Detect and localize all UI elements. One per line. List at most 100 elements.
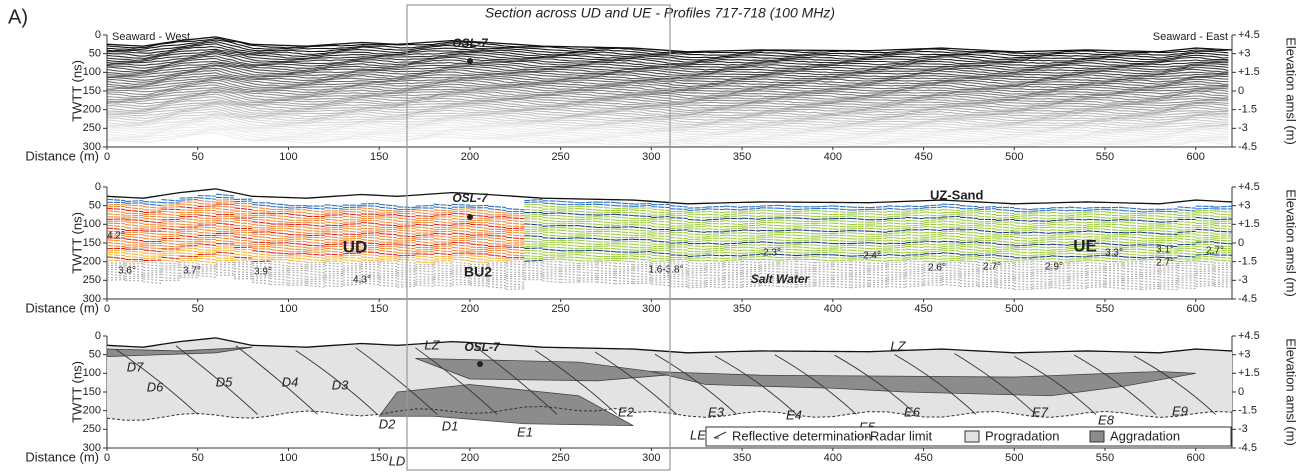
reflector (343, 211, 361, 212)
x-tick-label: 500 (1005, 452, 1023, 464)
x-tick-label: 250 (551, 303, 569, 315)
reflector (524, 275, 542, 276)
reflector (270, 203, 288, 205)
reflector (1105, 215, 1123, 216)
reflector (706, 240, 724, 241)
reflector (234, 243, 252, 244)
reflector (524, 267, 542, 268)
reflector (633, 283, 651, 284)
reflector (198, 247, 216, 249)
reflector (1069, 275, 1087, 276)
reflector (633, 256, 651, 257)
reflector (996, 209, 1014, 210)
reflector (379, 268, 397, 270)
reflector (760, 230, 778, 231)
reflector (797, 247, 815, 248)
reflector (1178, 263, 1196, 264)
reflector (198, 223, 216, 224)
reflector (434, 244, 452, 245)
annotation: 1.6-3.8° (648, 265, 683, 276)
reflector (234, 205, 252, 206)
reflector (234, 211, 252, 212)
reflector (143, 279, 161, 281)
reflector (651, 212, 669, 213)
reflector (325, 248, 343, 249)
reflector (597, 236, 615, 237)
reflector (833, 287, 851, 288)
y2-tick-label: +3 (1238, 48, 1251, 60)
reflector (216, 209, 234, 211)
reflector (561, 223, 579, 224)
reflector (651, 248, 669, 249)
reflector (670, 230, 688, 231)
reflector (1123, 254, 1141, 255)
reflector (724, 220, 742, 221)
reflector (615, 220, 633, 221)
reflector (1214, 206, 1232, 207)
reflector (161, 231, 179, 232)
reflector (125, 239, 143, 241)
y2-tick-label: -4.5 (1238, 442, 1257, 454)
reflector (434, 236, 452, 238)
reflector (1123, 225, 1141, 226)
x-tick-label: 400 (824, 151, 842, 163)
reflector (125, 207, 143, 209)
reflector (924, 226, 942, 227)
reflector (924, 244, 942, 245)
reflector (216, 262, 234, 263)
reflector (1141, 272, 1159, 273)
reflector (706, 272, 724, 273)
y2-tick-label: +3 (1238, 349, 1251, 361)
y-tick-label: 250 (83, 274, 101, 286)
reflector (234, 276, 252, 277)
reflector (706, 282, 724, 283)
reflector (1178, 239, 1196, 240)
reflector (1196, 239, 1214, 240)
reflector (506, 240, 524, 241)
reflector (1051, 285, 1069, 286)
reflector (1014, 214, 1032, 215)
reflector (924, 251, 942, 252)
reflector (1178, 246, 1196, 247)
reflector (307, 242, 325, 244)
reflector (869, 246, 887, 247)
reflector (1141, 286, 1159, 287)
reflector (415, 276, 433, 277)
reflector (1196, 232, 1214, 233)
y-axis-label: TWTT (ns) (69, 212, 84, 274)
reflector (797, 223, 815, 224)
reflector (470, 205, 488, 206)
x-tick-label: 300 (642, 303, 660, 315)
reflector (524, 260, 542, 261)
reflector (1214, 238, 1232, 239)
reflector (1141, 288, 1159, 289)
reflector (1087, 266, 1105, 267)
reflector (978, 238, 996, 239)
x-tick-label: 150 (370, 303, 388, 315)
reflector (778, 213, 796, 214)
reflector (379, 259, 397, 260)
reflector (470, 285, 488, 286)
reflector (252, 246, 270, 247)
reflector (597, 260, 615, 261)
reflector (633, 251, 651, 252)
reflector (1159, 238, 1177, 239)
reflector (815, 242, 833, 243)
x-tick-label: 300 (642, 151, 660, 163)
reflector (978, 207, 996, 208)
x-tick-label: 600 (1187, 151, 1205, 163)
osl-point (467, 58, 473, 64)
reflector (706, 260, 724, 261)
reflector (270, 253, 288, 254)
reflector (942, 231, 960, 232)
reflector (905, 271, 923, 272)
reflector (633, 225, 651, 226)
reflector (742, 261, 760, 262)
reflector (252, 215, 270, 216)
reflector (488, 252, 506, 253)
reflector (924, 256, 942, 257)
reflector (978, 259, 996, 260)
reflector (561, 262, 579, 263)
reflector (270, 211, 288, 212)
reflector (688, 248, 706, 249)
